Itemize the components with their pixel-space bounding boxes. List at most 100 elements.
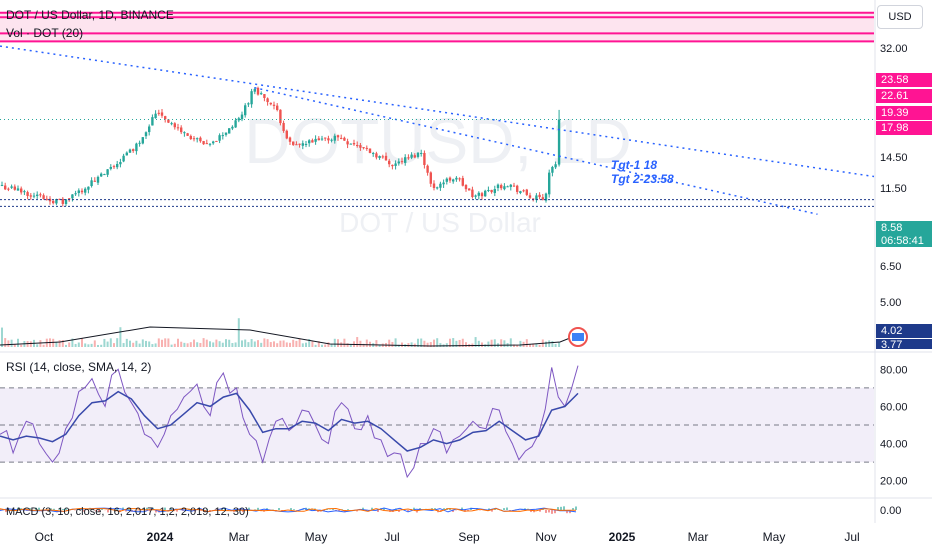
volume-bar bbox=[84, 343, 87, 347]
macd-histogram-bar bbox=[293, 509, 295, 510]
candle bbox=[477, 192, 480, 196]
candle bbox=[240, 114, 244, 120]
volume-bar bbox=[10, 339, 13, 347]
candle bbox=[58, 198, 61, 200]
macd-histogram-bar bbox=[413, 507, 415, 510]
candle bbox=[231, 126, 234, 129]
macd-histogram-bar bbox=[551, 510, 553, 514]
candle bbox=[244, 105, 247, 116]
candle bbox=[164, 116, 167, 120]
candle bbox=[304, 143, 308, 145]
macd-histogram-bar bbox=[83, 510, 85, 512]
macd-histogram-bar bbox=[575, 506, 577, 510]
axes: 32.00 14.50 11.50 6.50 5.00 80.00 60.00 40.00 20… bbox=[35, 43, 908, 544]
time-tick-label: 2025 bbox=[609, 530, 636, 544]
candle bbox=[173, 123, 176, 128]
volume-bar bbox=[58, 340, 61, 347]
volume-bar bbox=[39, 340, 42, 347]
macd-histogram-bar bbox=[563, 506, 565, 510]
candle bbox=[311, 140, 314, 143]
macd-histogram-bar bbox=[317, 510, 319, 513]
macd-histogram-bar bbox=[383, 508, 385, 510]
candle bbox=[61, 198, 64, 204]
candle bbox=[554, 164, 557, 168]
macd-histogram-bar bbox=[557, 507, 559, 510]
macd-histogram-bar bbox=[143, 508, 145, 510]
volume-bar bbox=[209, 341, 211, 347]
macd-histogram-bar bbox=[362, 507, 364, 510]
candle bbox=[413, 155, 416, 158]
macd-histogram-bar bbox=[443, 508, 445, 510]
macd-histogram-bar bbox=[398, 510, 400, 512]
macd-histogram-bar bbox=[347, 509, 349, 510]
volume-bar bbox=[218, 341, 221, 347]
macd-histogram-bar bbox=[371, 507, 373, 510]
candle bbox=[336, 135, 340, 138]
volume-bar bbox=[474, 337, 477, 347]
target-1-annotation: Tgt-1 18 bbox=[611, 158, 658, 172]
volume-bar bbox=[215, 339, 218, 347]
candle bbox=[112, 166, 116, 168]
candle bbox=[84, 188, 87, 193]
volume-bar bbox=[260, 342, 263, 347]
candle bbox=[196, 138, 199, 140]
candle bbox=[356, 145, 359, 147]
candle bbox=[468, 188, 471, 191]
zone-label-23-58: 23.58 bbox=[876, 73, 932, 87]
candle bbox=[464, 184, 468, 190]
volume-bar bbox=[151, 344, 154, 347]
macd-histogram-bar bbox=[50, 508, 52, 510]
volume-bar bbox=[167, 338, 170, 347]
macd-histogram-bar bbox=[356, 510, 358, 512]
volume-bar bbox=[292, 339, 295, 347]
macd-signal-line bbox=[0, 507, 577, 513]
candle bbox=[157, 112, 160, 114]
volume-label: Vol · DOT (20) bbox=[6, 26, 84, 40]
time-tick-label: Mar bbox=[688, 530, 709, 544]
volume-bar bbox=[330, 343, 333, 347]
currency-button[interactable]: USD bbox=[877, 5, 923, 29]
candle bbox=[170, 123, 173, 125]
volume-bar bbox=[311, 341, 314, 347]
macd-histogram-bar bbox=[23, 510, 25, 511]
zone-label-22-61: 22.61 bbox=[876, 89, 932, 103]
volume-bar bbox=[436, 338, 439, 347]
volume-bar bbox=[276, 343, 279, 347]
candle bbox=[442, 182, 445, 185]
volume-bar bbox=[401, 342, 403, 347]
volume-bar bbox=[301, 343, 304, 347]
macd-histogram-bar bbox=[569, 510, 571, 514]
candle bbox=[116, 163, 119, 168]
macd-histogram-bar bbox=[332, 508, 334, 510]
volume-bar bbox=[481, 342, 483, 347]
volume-bar bbox=[455, 340, 458, 347]
volume-bar bbox=[161, 339, 163, 347]
volume-bar bbox=[186, 343, 189, 347]
candle bbox=[224, 132, 228, 135]
macd-histogram-bar bbox=[311, 509, 313, 510]
volume-bar bbox=[106, 341, 109, 347]
candle bbox=[365, 147, 368, 149]
macd-histogram-bar bbox=[59, 508, 61, 510]
candle bbox=[148, 126, 151, 133]
time-tick-label: Mar bbox=[229, 530, 250, 544]
volume-bar bbox=[429, 342, 432, 347]
candle bbox=[199, 137, 202, 142]
candle bbox=[410, 154, 413, 158]
candle bbox=[36, 194, 39, 197]
volume-bar bbox=[205, 339, 208, 347]
candle bbox=[48, 198, 52, 202]
volume-bar bbox=[164, 338, 167, 347]
candle bbox=[314, 138, 317, 142]
macd-histogram-bar bbox=[134, 510, 136, 511]
candle bbox=[154, 113, 157, 119]
candle bbox=[432, 183, 436, 189]
candle bbox=[445, 178, 448, 182]
candle bbox=[103, 174, 106, 176]
candle bbox=[90, 180, 93, 186]
rsi-tick-label: 80.00 bbox=[880, 364, 908, 376]
candle bbox=[189, 135, 192, 140]
candle bbox=[192, 138, 196, 140]
candle bbox=[423, 152, 426, 166]
